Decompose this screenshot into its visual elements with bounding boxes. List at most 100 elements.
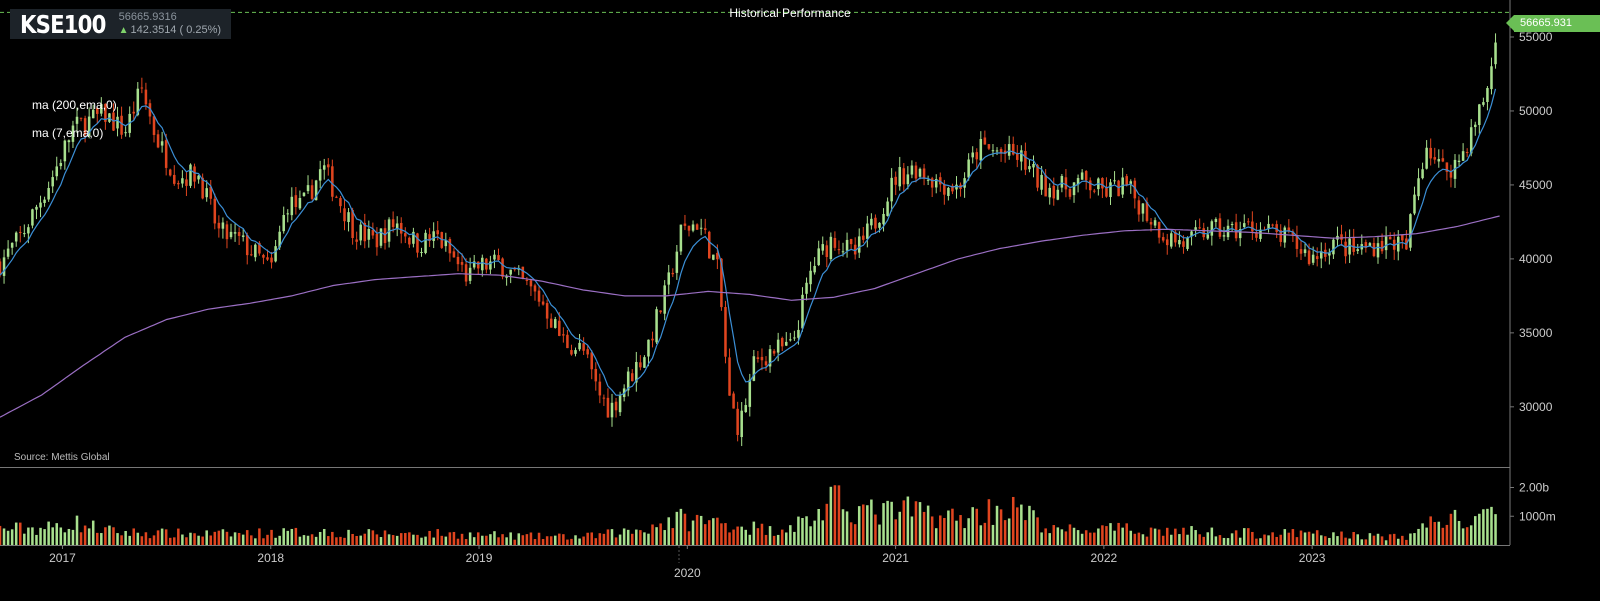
candle-body xyxy=(156,134,160,148)
candle-body xyxy=(760,356,764,361)
candle-body xyxy=(1141,203,1145,214)
volume-bar xyxy=(780,529,784,545)
volume-bar xyxy=(1287,532,1291,545)
volume-bar xyxy=(420,537,423,545)
candle-body xyxy=(104,103,107,122)
candle-body xyxy=(1182,241,1185,247)
candle-body xyxy=(910,165,914,175)
candle-body xyxy=(359,224,362,241)
volume-bar xyxy=(1437,521,1441,545)
volume-bar xyxy=(1324,536,1327,545)
volume-bar xyxy=(712,518,715,545)
candle-body xyxy=(1311,254,1315,263)
volume-bar xyxy=(1109,523,1112,545)
volume-bar xyxy=(1076,530,1080,545)
volume-bar xyxy=(1275,536,1278,545)
candle-body xyxy=(1011,143,1015,155)
volume-bar xyxy=(298,536,302,545)
candle-body xyxy=(1056,189,1060,200)
volume-bar xyxy=(1060,529,1064,545)
candle-body xyxy=(639,362,642,368)
candle-body xyxy=(1425,147,1428,169)
candle-body xyxy=(1194,227,1197,230)
volume-bar xyxy=(10,529,14,545)
candle-body xyxy=(1486,88,1489,102)
price-tick-label: 55000 xyxy=(1519,30,1553,44)
volume-bar xyxy=(801,518,804,545)
volume-bar xyxy=(776,534,780,545)
volume-bar xyxy=(1113,530,1116,545)
candle-body xyxy=(233,232,237,234)
volume-bar xyxy=(241,534,245,545)
volume-bar xyxy=(363,533,367,545)
volume-bar xyxy=(549,536,553,545)
volume-bar xyxy=(201,536,204,545)
indicator-label-ema7[interactable]: ma (7,ema,0) xyxy=(32,126,104,140)
candle-body xyxy=(493,254,496,260)
indicator-label-ema200[interactable]: ma (200,ema,0) xyxy=(32,98,117,112)
price-tick-label: 40000 xyxy=(1519,252,1553,266)
candle-body xyxy=(1133,180,1137,199)
candle-body xyxy=(181,178,184,184)
candle-body xyxy=(764,361,768,366)
candle-body xyxy=(1036,165,1039,188)
volume-bar xyxy=(254,538,257,545)
volume-bar xyxy=(1482,509,1485,545)
volume-bar xyxy=(489,534,492,545)
volume-bar xyxy=(1214,536,1218,545)
candle-body xyxy=(39,202,42,208)
volume-bar xyxy=(809,526,812,545)
candle-body xyxy=(1105,187,1108,197)
volume-bar xyxy=(274,537,277,545)
volume-bar xyxy=(322,528,326,545)
volume-bar xyxy=(1011,496,1015,545)
candle-body xyxy=(829,236,833,260)
candle-body xyxy=(448,239,452,254)
candle-body xyxy=(294,195,298,208)
volume-bar xyxy=(112,527,115,545)
volume-bar xyxy=(497,537,500,545)
volume-bar xyxy=(618,534,622,545)
volume-bar xyxy=(898,511,902,545)
candle-body xyxy=(371,229,375,236)
candle-body xyxy=(643,357,646,368)
candle-body xyxy=(724,307,727,357)
volume-bar xyxy=(1283,529,1287,545)
volume-bar xyxy=(1007,518,1011,545)
volume-bar xyxy=(1210,527,1214,545)
candle-body xyxy=(91,109,95,119)
candle-body xyxy=(963,178,966,188)
volume-bar xyxy=(395,535,399,545)
volume-bar xyxy=(302,535,306,545)
volume-bar xyxy=(1299,530,1303,545)
candle-body xyxy=(1344,241,1347,257)
volume-bar xyxy=(922,511,926,545)
candle-body xyxy=(306,185,310,192)
volume-bar xyxy=(1453,509,1457,545)
candle-body xyxy=(562,334,565,336)
candle-body xyxy=(14,232,18,242)
candle-body xyxy=(930,178,934,188)
candle-body xyxy=(237,232,241,236)
candle-body xyxy=(776,339,780,353)
volume-bar xyxy=(343,537,346,545)
volume-bar xyxy=(173,537,176,545)
candle-body xyxy=(805,282,808,294)
candle-body xyxy=(424,232,427,254)
volume-bar xyxy=(347,529,350,545)
volume-bar xyxy=(294,527,298,545)
candle-body xyxy=(756,357,760,359)
volume-bar xyxy=(501,534,504,545)
volume-bar xyxy=(533,539,537,545)
volume-bar xyxy=(120,535,123,545)
candle-body xyxy=(100,104,103,114)
volume-bar xyxy=(764,534,768,545)
candle-body xyxy=(136,88,140,115)
candle-body xyxy=(262,254,265,258)
volume-bar xyxy=(1433,522,1437,545)
volume-bar xyxy=(716,517,719,545)
candle-body xyxy=(825,245,829,258)
volume-bar xyxy=(1465,527,1469,545)
